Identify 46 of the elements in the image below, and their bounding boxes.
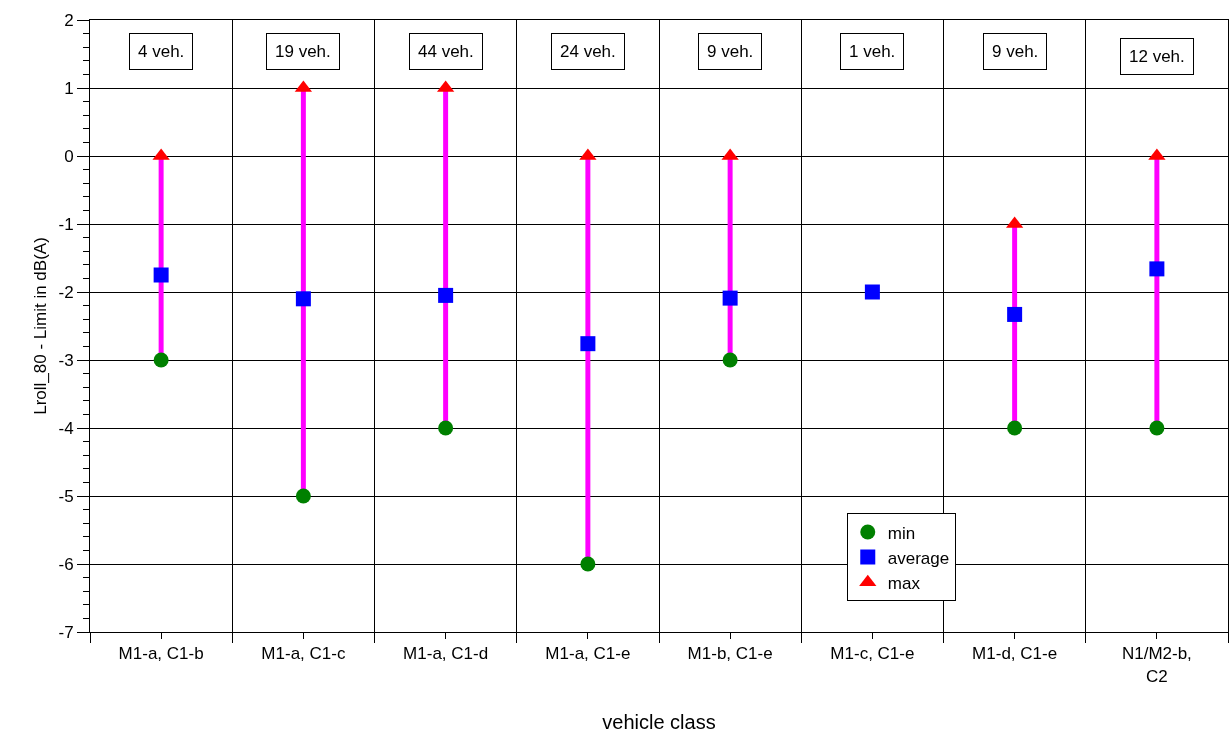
x-tick-label: M1-d, C1-e bbox=[972, 644, 1058, 664]
x-tick-label: N1/M2-b, C2 bbox=[1121, 644, 1192, 686]
x-axis-title: vehicle class bbox=[602, 711, 716, 733]
y-tick-label: 1 bbox=[64, 78, 74, 98]
annotation: 1 veh. bbox=[849, 42, 896, 61]
point bbox=[153, 352, 169, 368]
point bbox=[580, 556, 596, 572]
point bbox=[864, 284, 880, 300]
annotation: 9 veh. bbox=[707, 42, 754, 61]
point bbox=[438, 420, 454, 436]
y-tick-label: 0 bbox=[64, 146, 74, 166]
point bbox=[1149, 261, 1165, 277]
point bbox=[1007, 420, 1023, 436]
x-tick-label: M1-a, C1-e bbox=[545, 644, 631, 664]
y-tick-label: 2 bbox=[64, 10, 74, 30]
point bbox=[722, 352, 738, 368]
x-tick-label: M1-c, C1-e bbox=[830, 644, 915, 664]
x-tick-label: M1-b, C1-e bbox=[687, 644, 773, 664]
point bbox=[1149, 420, 1165, 436]
x-tick-label: M1-a, C1-d bbox=[403, 644, 489, 664]
y-tick-label: -5 bbox=[58, 486, 74, 506]
point bbox=[153, 267, 169, 283]
y-tick-label: -2 bbox=[58, 282, 74, 302]
y-tick-label: -3 bbox=[58, 350, 74, 370]
x-tick-label: M1-a, C1-b bbox=[118, 644, 204, 664]
legend-label: min bbox=[887, 523, 916, 543]
point bbox=[438, 287, 454, 303]
annotation: 44 veh. bbox=[418, 42, 474, 61]
legend-label: average bbox=[887, 548, 950, 568]
annotation: 9 veh. bbox=[992, 42, 1039, 61]
annotation: 19 veh. bbox=[275, 42, 331, 61]
annotation: 4 veh. bbox=[138, 42, 185, 61]
annotation: 12 veh. bbox=[1129, 47, 1185, 66]
y-tick-label: -1 bbox=[58, 214, 74, 234]
x-tick-label: M1-a, C1-c bbox=[261, 644, 346, 664]
annotation: 24 veh. bbox=[560, 42, 616, 61]
y-axis-title: Lroll_80 - Limit in dB(A) bbox=[31, 237, 50, 415]
point bbox=[295, 291, 311, 307]
y-tick-label: -6 bbox=[58, 554, 74, 574]
point bbox=[722, 290, 738, 306]
point bbox=[580, 336, 596, 352]
point bbox=[295, 488, 311, 504]
legend-label: max bbox=[887, 573, 921, 593]
y-tick-label: -7 bbox=[58, 622, 74, 642]
point bbox=[1007, 306, 1023, 322]
y-tick-label: -4 bbox=[58, 418, 74, 438]
